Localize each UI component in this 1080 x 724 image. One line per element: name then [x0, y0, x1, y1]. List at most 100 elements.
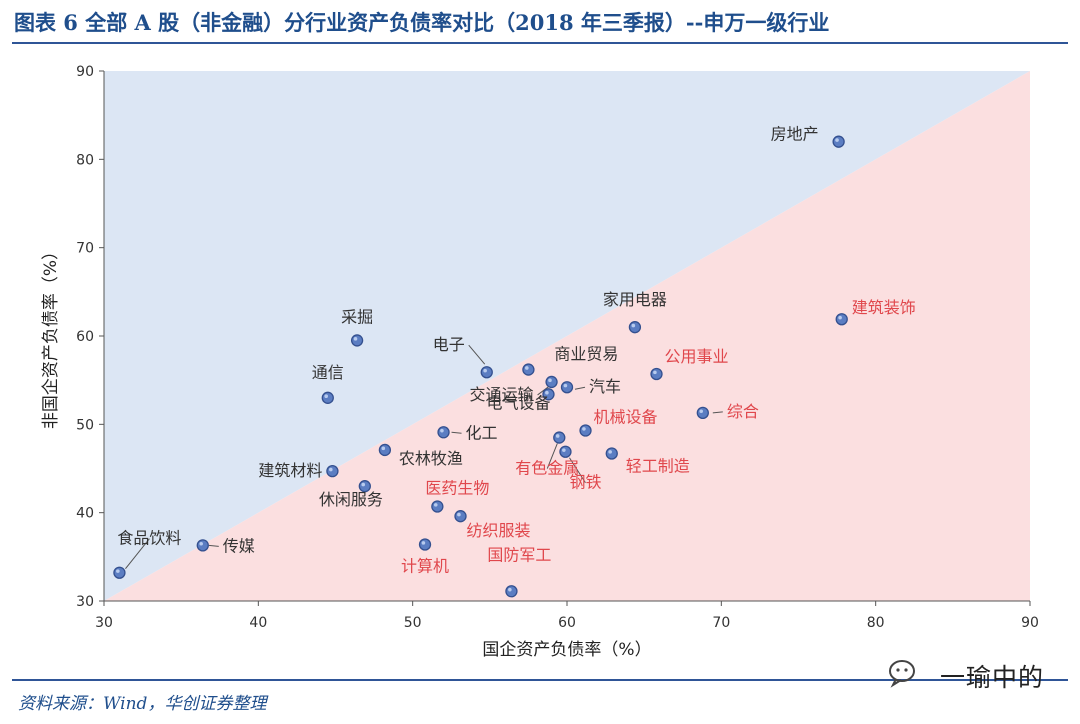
leader-line	[546, 443, 558, 469]
point-label: 纺织服装	[467, 521, 531, 540]
data-point-highlight	[838, 315, 842, 320]
data-point-highlight	[608, 450, 612, 454]
data-point-highlight	[563, 383, 568, 388]
data-point	[560, 381, 574, 394]
point-label: 建筑装饰	[852, 298, 916, 317]
data-point	[378, 443, 392, 457]
data-point	[545, 375, 558, 389]
x-tick-label: 90	[1021, 615, 1039, 631]
data-point-highlight	[324, 394, 328, 399]
watermark: 一瑜中的	[888, 654, 1063, 694]
x-tick-label: 60	[558, 615, 576, 631]
point-label: 国防军工	[487, 545, 551, 564]
data-point-highlight	[421, 541, 426, 545]
point-label: 有色金属	[515, 459, 579, 478]
point-label: 建筑材料	[258, 461, 322, 480]
data-point	[650, 367, 663, 381]
leader-line	[451, 431, 462, 434]
data-point	[437, 426, 450, 439]
point-label: 综合	[727, 402, 759, 421]
point-label: 轻工制造	[626, 456, 690, 475]
data-point	[522, 363, 535, 376]
data-point	[321, 391, 334, 404]
y-tick-label: 70	[76, 241, 94, 257]
point-label: 食品饮料	[117, 529, 181, 548]
footer-divider	[12, 679, 1068, 681]
point-label: 公用事业	[665, 347, 729, 366]
y-tick-label: 40	[76, 506, 94, 522]
leader-line	[712, 411, 723, 414]
point-label: 汽车	[589, 377, 621, 396]
data-point-highlight	[433, 503, 438, 507]
leader-line	[537, 385, 550, 396]
y-tick-label: 50	[76, 417, 94, 433]
data-point	[832, 135, 845, 148]
data-point	[326, 464, 339, 478]
y-tick-label: 90	[76, 64, 94, 80]
point-label: 机械设备	[594, 408, 658, 427]
data-point	[454, 510, 467, 523]
watermark-text: 一瑜中的	[940, 663, 1045, 692]
point-label: 农林牧渔	[399, 449, 463, 468]
data-point-highlight	[582, 427, 586, 431]
x-tick-label: 50	[404, 615, 422, 631]
data-point-highlight	[440, 428, 444, 433]
data-point-highlight	[653, 370, 657, 375]
y-tick-label: 60	[76, 329, 94, 345]
point-label: 采掘	[341, 307, 373, 326]
data-point	[480, 366, 493, 379]
point-label: 休闲服务	[319, 490, 383, 509]
point-label: 家用电器	[603, 290, 667, 309]
data-point-highlight	[525, 366, 529, 370]
x-tick-label: 70	[712, 615, 730, 631]
data-point	[505, 585, 518, 598]
point-label: 钢铁	[569, 473, 601, 492]
data-point	[418, 538, 432, 551]
data-point-highlight	[483, 368, 487, 373]
data-points	[113, 135, 848, 598]
point-label: 房地产	[771, 125, 819, 144]
chart-title: 图表 6 全部 A 股（非金融）分行业资产负债率对比（2018 年三季报）--申…	[14, 10, 830, 35]
data-point-highlight	[199, 541, 203, 546]
point-label: 医药生物	[425, 478, 489, 497]
y-tick-label: 80	[76, 152, 94, 168]
chart-axes: 30 40 50 60 70 80 90 30 40 50 60 70 80 90	[76, 64, 1039, 631]
wechat-icon	[888, 658, 924, 688]
leader-line	[574, 386, 586, 390]
title-divider	[12, 42, 1068, 44]
leader-line	[208, 544, 219, 547]
data-point-highlight	[116, 569, 120, 573]
point-label: 电气设备	[486, 393, 550, 412]
point-label: 计算机	[401, 556, 449, 575]
point-label: 化工	[466, 423, 498, 442]
point-label: 交通运输	[470, 385, 534, 404]
data-point-highlight	[555, 434, 560, 438]
data-point-highlight	[457, 512, 461, 517]
leader-line	[569, 457, 586, 483]
data-point	[696, 406, 709, 420]
leader-line	[125, 538, 150, 570]
data-point-highlight	[835, 138, 839, 142]
x-axis-label: 国企资产负债率（%）	[482, 640, 651, 660]
data-point-highlight	[361, 482, 366, 487]
data-point	[113, 566, 126, 579]
point-label: 电子	[433, 335, 465, 354]
point-label: 通信	[312, 363, 344, 382]
x-tick-label: 30	[95, 615, 113, 631]
data-point	[579, 424, 592, 437]
y-tick-label: 30	[76, 594, 94, 610]
y-axis-label: 非国企资产负债率（%）	[41, 243, 61, 429]
data-point-highlight	[508, 587, 512, 592]
data-point	[835, 313, 848, 326]
data-point	[559, 445, 572, 458]
point-label: 传媒	[223, 536, 255, 555]
data-point	[350, 334, 364, 347]
x-tick-label: 80	[867, 615, 885, 631]
data-point-highlight	[699, 409, 704, 414]
data-point	[196, 539, 209, 552]
data-point-highlight	[381, 446, 386, 451]
data-point	[605, 447, 618, 460]
leader-lines	[125, 344, 723, 570]
